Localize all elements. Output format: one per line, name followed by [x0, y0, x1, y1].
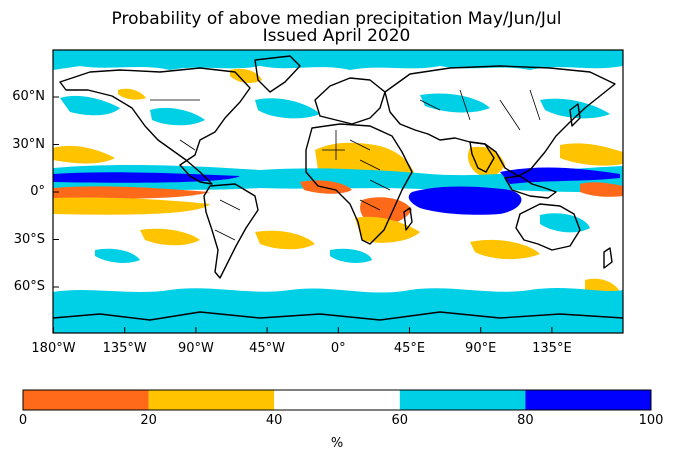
- field-eastern-pacific-orange: [580, 182, 623, 197]
- field-cyan-patch: [60, 95, 120, 116]
- colorbar-unit: %: [330, 436, 344, 451]
- lon-tick-label: 45°W: [249, 341, 286, 356]
- colorbar-tick-label: 40: [265, 413, 283, 428]
- lat-tick-label: 30°S: [13, 231, 45, 247]
- field-cyan-patch: [420, 93, 490, 113]
- lon-tick-label: 45°E: [393, 341, 426, 356]
- coastline-africa: [305, 123, 413, 245]
- lat-tick-label: 30°N: [12, 136, 45, 152]
- field-cyan-patch: [150, 107, 205, 126]
- lon-tick-label: 135°E: [532, 341, 572, 356]
- colorbar-frame: [22, 389, 652, 411]
- field-yellow-patch: [230, 68, 262, 83]
- colorbar: [23, 390, 651, 410]
- field-equatorial-blue: [53, 172, 240, 183]
- field-yellow-patch: [255, 230, 315, 250]
- field-cyan-patch: [540, 98, 610, 119]
- coastline-india: [469, 141, 495, 173]
- field-cyan-patch: [255, 98, 320, 119]
- field-pacific-yellow: [53, 197, 210, 215]
- lon-tick-label: 0°: [330, 341, 346, 356]
- field-pacific-orange: [53, 186, 210, 199]
- field-cyan-patch: [330, 248, 372, 263]
- field-yellow-patch: [560, 143, 623, 166]
- field-cyan-patch: [540, 213, 590, 233]
- coastline-north-america: [59, 67, 251, 185]
- lat-tick-label: 60°S: [13, 279, 45, 294]
- field-yellow-patch: [118, 88, 146, 100]
- field-arctic-cyan: [53, 50, 623, 70]
- coastline-japan: [569, 103, 581, 127]
- border-line: [419, 89, 541, 131]
- field-cyan-patch: [95, 248, 140, 263]
- field-southern-africa-yellow: [355, 216, 420, 243]
- lat-tick-label: 60°N: [12, 89, 45, 104]
- colorbar-tick-label: 20: [140, 413, 157, 428]
- field-india-yellow: [467, 146, 505, 177]
- lon-tick-label: 180°W: [31, 341, 76, 356]
- map-subtitle: Issued April 2020: [262, 26, 411, 46]
- field-indian-ocean-blue: [408, 186, 522, 215]
- coastline-south-america: [203, 183, 259, 279]
- coastline-maritime-continent: [504, 175, 557, 199]
- map-ticks: [53, 96, 553, 333]
- border-line: [150, 99, 241, 241]
- coastline-asia: [384, 65, 616, 177]
- colorbar-bin: [525, 390, 651, 410]
- country-borders: [150, 89, 541, 241]
- border-line: [322, 130, 391, 211]
- coastline-antarctica: [53, 311, 623, 321]
- colorbar-bin: [274, 390, 400, 410]
- lon-tick-label: 90°E: [465, 341, 497, 356]
- colorbar-tick-label: 80: [517, 413, 534, 428]
- lon-tick-label: 135°W: [102, 341, 147, 356]
- coastline-europe: [314, 77, 386, 125]
- coastline-greenland: [254, 55, 301, 93]
- lon-tick-label: 90°W: [177, 341, 214, 356]
- colorbar-tick-label: 100: [638, 413, 664, 428]
- probability-field: [53, 50, 623, 333]
- colorbar-tick-label: 0: [18, 413, 28, 428]
- colorbar-tick-label: 60: [391, 413, 409, 428]
- coastline-australia: [515, 203, 581, 251]
- field-yellow-patch: [53, 145, 115, 164]
- field-yellow-patch: [470, 239, 540, 260]
- lat-tick-label: 0°: [30, 184, 45, 199]
- field-southern-ocean-cyan: [53, 288, 623, 333]
- coastline-new-zealand: [603, 247, 613, 269]
- colorbar-bin: [399, 390, 526, 410]
- colorbar-bin: [23, 390, 149, 410]
- colorbar-bin: [148, 390, 275, 410]
- field-equatorial-blue: [500, 167, 620, 184]
- field-equatorial-cyan: [53, 164, 623, 192]
- coastline-madagascar: [403, 207, 413, 231]
- map-title: Probability of above median precipitatio…: [111, 9, 562, 29]
- coastlines: [53, 55, 623, 321]
- field-yellow-patch: [140, 228, 200, 246]
